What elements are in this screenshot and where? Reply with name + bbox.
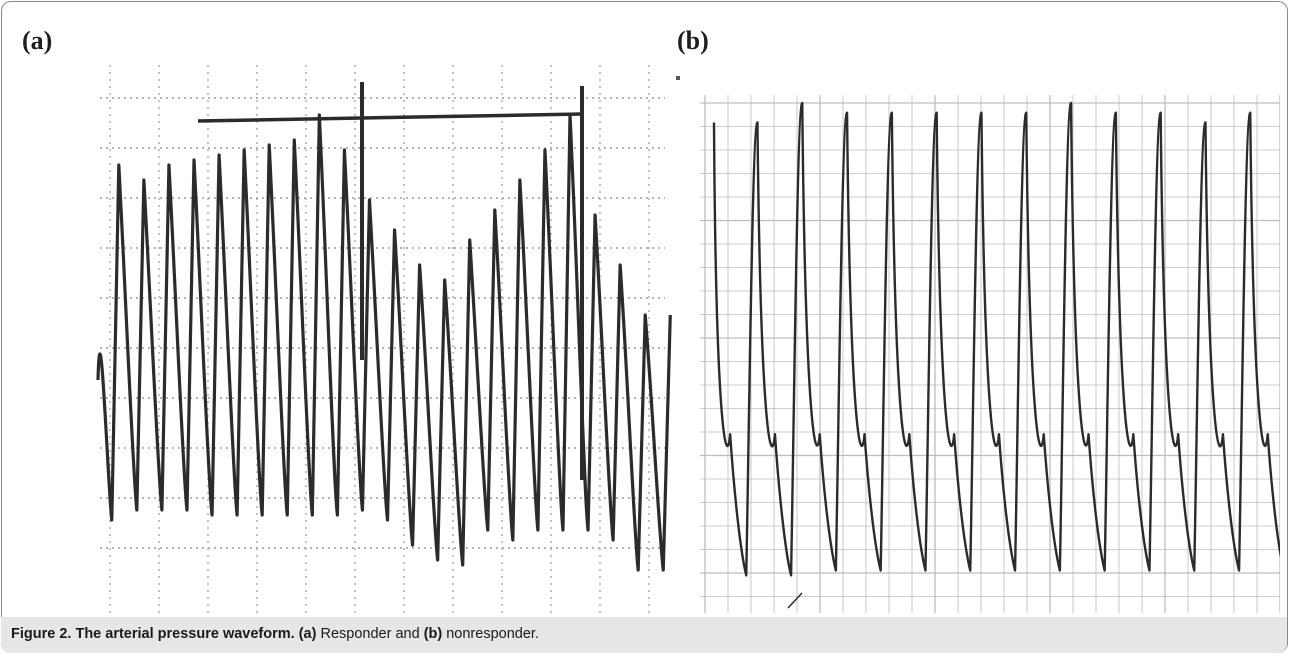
caption-part-b-text: nonresponder.: [446, 626, 539, 642]
caption-title: The arterial pressure waveform.: [75, 626, 295, 642]
stray-mark: [676, 76, 680, 80]
caption-part-a-label: (a): [298, 626, 317, 642]
waveform-a-chart: [96, 65, 672, 615]
caption-figure-label: Figure 2.: [11, 626, 72, 642]
reference-bar-a: [197, 112, 583, 123]
caption-part-a-text: Responder and: [320, 626, 420, 642]
figure-caption: Figure 2. The arterial pressure waveform…: [11, 626, 539, 642]
grid-b: [700, 95, 1280, 613]
caption-part-b-label: (b): [423, 626, 443, 642]
trace-b: [712, 101, 1280, 609]
panel-a-label: (a): [22, 26, 53, 55]
waveform-b-trace: [712, 101, 1280, 577]
caption-bar: Figure 2. The arterial pressure waveform…: [1, 617, 1287, 653]
panel-b-label: (b): [677, 26, 709, 55]
tick-mark-b: [787, 592, 803, 609]
trace-a: [96, 82, 672, 572]
waveform-a-trace: [96, 113, 672, 572]
waveform-b-chart: [700, 95, 1280, 613]
